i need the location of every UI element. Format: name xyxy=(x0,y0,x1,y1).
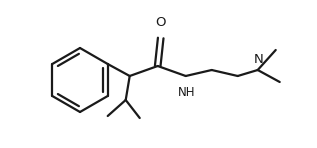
Text: O: O xyxy=(155,16,166,29)
Text: NH: NH xyxy=(178,86,196,99)
Text: N: N xyxy=(254,53,264,66)
